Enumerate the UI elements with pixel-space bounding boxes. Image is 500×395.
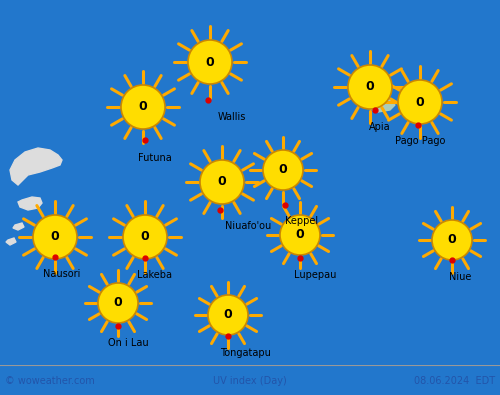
Text: 0: 0 bbox=[138, 100, 147, 113]
Text: 0: 0 bbox=[448, 233, 456, 246]
Polygon shape bbox=[6, 238, 16, 245]
Text: Niuafo'ou: Niuafo'ou bbox=[225, 221, 271, 231]
Circle shape bbox=[348, 65, 392, 109]
Circle shape bbox=[263, 150, 303, 190]
Circle shape bbox=[208, 295, 248, 335]
Text: On i Lau: On i Lau bbox=[108, 338, 148, 348]
Circle shape bbox=[98, 283, 138, 323]
Text: 0: 0 bbox=[218, 175, 226, 188]
Text: Nausori: Nausori bbox=[44, 269, 80, 279]
Text: Pago Pago: Pago Pago bbox=[395, 136, 445, 146]
Circle shape bbox=[398, 80, 442, 124]
Circle shape bbox=[121, 85, 165, 129]
Text: Tongatapu: Tongatapu bbox=[220, 348, 270, 358]
Circle shape bbox=[432, 220, 472, 260]
Text: 0: 0 bbox=[278, 164, 287, 177]
Text: 08.06.2024  EDT: 08.06.2024 EDT bbox=[414, 376, 495, 386]
Polygon shape bbox=[18, 197, 42, 210]
Text: 0: 0 bbox=[50, 231, 59, 243]
Text: 0: 0 bbox=[114, 297, 122, 310]
Polygon shape bbox=[13, 223, 24, 230]
Circle shape bbox=[188, 40, 232, 84]
Text: Lupepau: Lupepau bbox=[294, 270, 336, 280]
Text: Keppel: Keppel bbox=[286, 216, 318, 226]
Text: Niue: Niue bbox=[449, 272, 471, 282]
Circle shape bbox=[200, 160, 244, 204]
Text: © woweather.com: © woweather.com bbox=[5, 376, 95, 386]
Text: 0: 0 bbox=[140, 231, 149, 243]
Text: 0: 0 bbox=[224, 308, 232, 322]
Text: UV index (Day): UV index (Day) bbox=[213, 376, 287, 386]
Text: Futuna: Futuna bbox=[138, 153, 172, 163]
Circle shape bbox=[280, 215, 320, 255]
Text: 0: 0 bbox=[416, 96, 424, 109]
Text: Apia: Apia bbox=[369, 122, 391, 132]
Text: Lakeba: Lakeba bbox=[138, 270, 172, 280]
Polygon shape bbox=[368, 99, 395, 112]
Text: Wallis: Wallis bbox=[218, 112, 246, 122]
Text: 0: 0 bbox=[296, 228, 304, 241]
Polygon shape bbox=[10, 148, 62, 185]
Text: 0: 0 bbox=[366, 81, 374, 94]
Text: 0: 0 bbox=[206, 56, 214, 68]
Circle shape bbox=[33, 215, 77, 259]
Circle shape bbox=[123, 215, 167, 259]
